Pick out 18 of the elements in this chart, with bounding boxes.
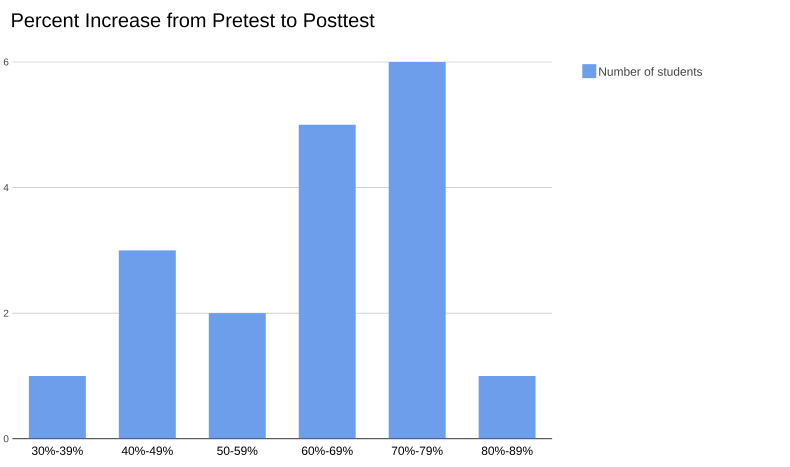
chart-title: Percent Increase from Pretest to Posttest <box>12 12 375 28</box>
bar <box>478 376 536 439</box>
bar <box>28 376 86 439</box>
x-tick-label: 60%-69% <box>302 446 353 456</box>
y-tick-label: 4 <box>4 184 9 192</box>
bar <box>298 124 356 439</box>
x-tick-label: 30%-39% <box>32 446 83 456</box>
y-tick-label: 6 <box>4 58 8 66</box>
x-tick-label: 50-59% <box>217 446 258 456</box>
x-tick-label: 80%-89% <box>482 446 533 456</box>
legend-label: Number of students <box>599 67 702 76</box>
y-tick-label: 0 <box>4 435 8 442</box>
x-tick-label: 70%-79% <box>392 446 443 456</box>
y-tick-label: 2 <box>4 310 8 317</box>
bar <box>118 250 176 439</box>
x-tick-label: 40%-49% <box>122 446 173 456</box>
bar <box>388 62 446 439</box>
bar <box>208 313 266 439</box>
